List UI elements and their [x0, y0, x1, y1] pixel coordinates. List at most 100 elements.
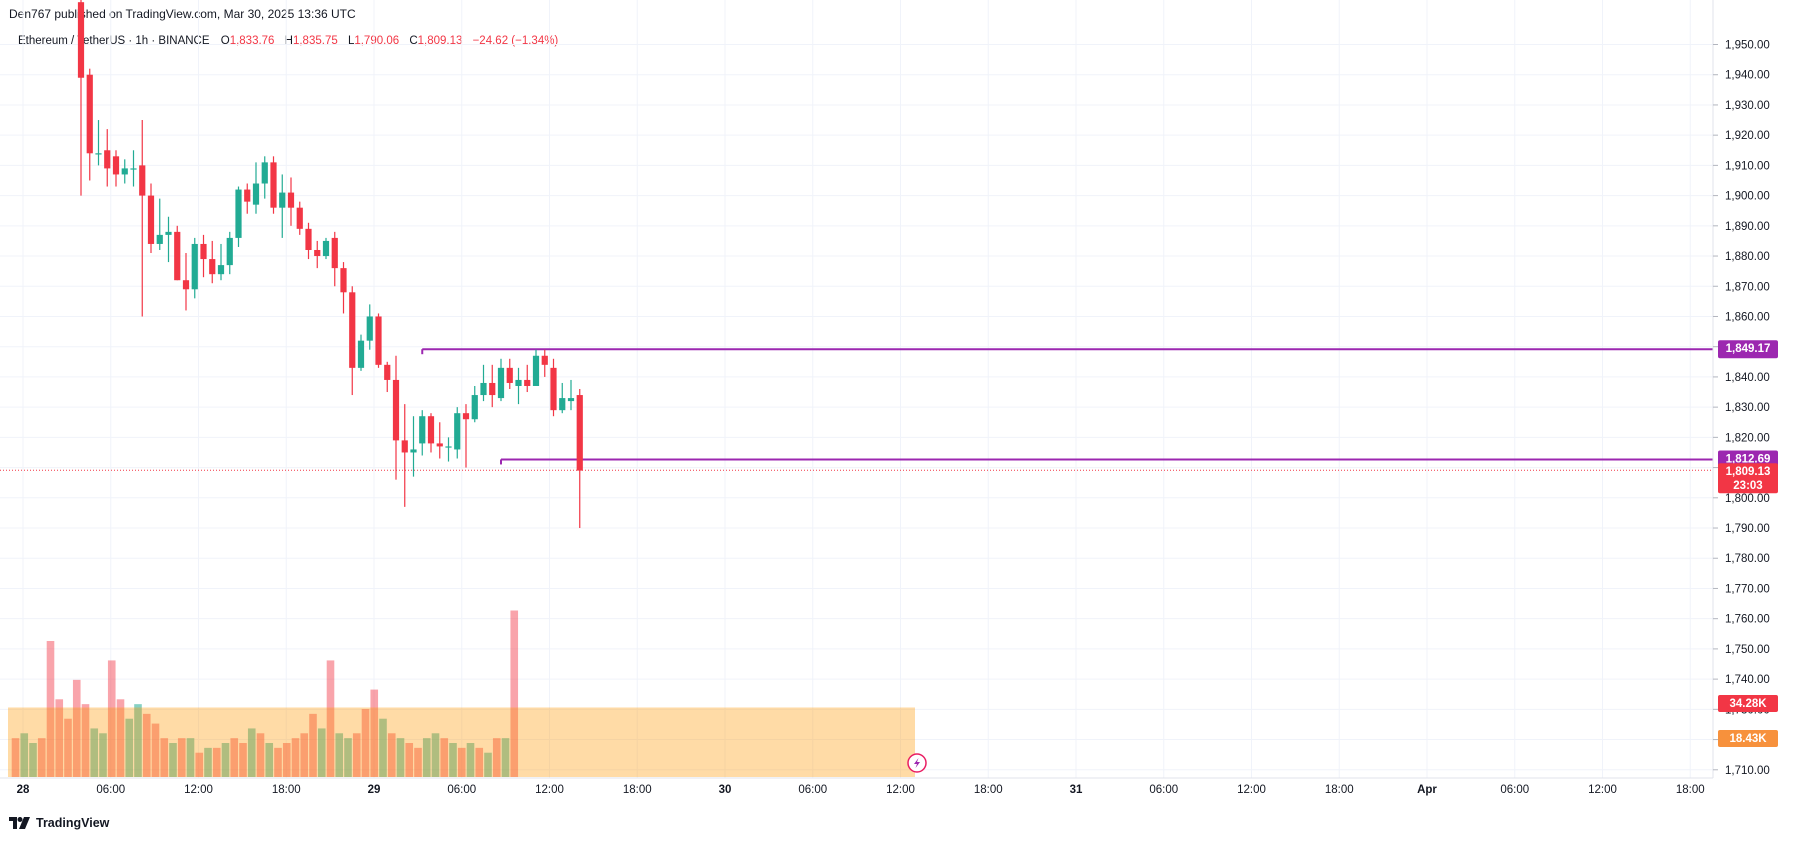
candle	[445, 437, 452, 462]
volume-badge-box	[1718, 695, 1778, 712]
volume-bar	[230, 738, 239, 777]
candle-body	[384, 364, 391, 380]
volume-bar	[177, 738, 186, 777]
last-price-badge-box	[1718, 463, 1778, 494]
candle	[357, 334, 365, 371]
time-tick-label: 06:00	[447, 784, 476, 796]
volume-bar	[239, 743, 247, 777]
price-tick-label: 1,930.00	[1725, 100, 1770, 112]
volume-bar	[484, 752, 492, 777]
candle-body	[445, 446, 452, 448]
volume-bar	[247, 728, 256, 777]
candle	[252, 162, 260, 214]
price-tick-label: 1,830.00	[1725, 402, 1770, 414]
volume-bar	[204, 747, 212, 777]
candle	[86, 68, 93, 181]
time-tick-label: 12:00	[886, 784, 915, 796]
candle-body	[401, 440, 408, 453]
candle-body	[279, 192, 286, 208]
candle	[471, 385, 478, 423]
candle-body	[462, 413, 470, 420]
volume-bar	[90, 728, 99, 777]
time-tick-label: 18:00	[623, 784, 652, 796]
candle-body	[112, 156, 120, 175]
candle-body	[331, 237, 338, 269]
candle-body	[541, 355, 548, 365]
candle-body	[392, 379, 400, 441]
candle	[401, 404, 408, 507]
volume-bar	[125, 718, 134, 777]
candle	[287, 177, 295, 226]
volume-bar	[475, 747, 484, 777]
candle-body	[191, 243, 198, 290]
candle-body	[95, 153, 102, 155]
candle	[375, 313, 382, 368]
candle-body	[200, 243, 207, 260]
volume-bar	[64, 718, 72, 777]
candle-body	[174, 231, 181, 281]
volume-bar	[151, 723, 160, 777]
volume-bar	[274, 747, 282, 777]
volume-bar	[379, 718, 387, 777]
candle-body	[419, 416, 426, 444]
candle	[462, 404, 470, 468]
candle	[226, 231, 233, 275]
candle	[322, 237, 330, 260]
candle	[349, 286, 356, 396]
lightning-icon[interactable]	[907, 753, 927, 773]
volume-bar	[492, 738, 501, 777]
level-high-badge-box	[1718, 340, 1778, 359]
candle-body	[357, 340, 365, 368]
published-header: Den767 published on TradingView.com, Mar…	[9, 7, 356, 21]
candle	[296, 201, 303, 235]
volume-ma-band	[8, 707, 915, 777]
candle-body	[165, 231, 172, 235]
candle	[191, 237, 198, 299]
level-low-badge-text: 1,812.69	[1726, 453, 1771, 465]
price-tick-label: 1,940.00	[1725, 70, 1770, 82]
candle	[244, 183, 251, 214]
candle	[559, 382, 566, 414]
candle	[235, 186, 242, 247]
candle	[112, 150, 120, 187]
candle	[384, 361, 391, 393]
price-tick-label: 1,890.00	[1725, 221, 1770, 233]
candle-body	[427, 416, 435, 444]
candle-body	[471, 395, 478, 420]
candle-body	[559, 398, 566, 411]
time-tick-label: 06:00	[1149, 784, 1178, 796]
time-tick-label: 12:00	[535, 784, 564, 796]
candle-body	[576, 395, 583, 471]
volume-bar	[81, 704, 90, 777]
price-tick-label: 1,900.00	[1725, 191, 1770, 203]
time-tick-label: 18:00	[1676, 784, 1705, 796]
volume-bar	[317, 728, 326, 777]
candle	[427, 413, 435, 453]
candle-body	[77, 2, 85, 78]
candle-body	[209, 259, 216, 275]
volume-bar	[291, 738, 300, 777]
candle-body	[296, 207, 303, 229]
candle	[165, 216, 172, 263]
price-tick-label: 1,880.00	[1725, 251, 1770, 263]
volume-bar	[195, 752, 204, 777]
footer-brand: TradingView	[9, 816, 109, 830]
volume-ma-badge-box	[1718, 730, 1778, 747]
price-tick-label: 1,710.00	[1725, 765, 1770, 777]
volume-bar	[107, 660, 116, 777]
volume-bar	[160, 738, 169, 777]
time-tick-label: 12:00	[184, 784, 213, 796]
candle-body	[156, 234, 163, 244]
chart-grid	[0, 0, 1713, 778]
volume-ma-badge-text: 18.43K	[1729, 733, 1767, 745]
volume-bar	[37, 738, 46, 777]
candle-body	[314, 249, 321, 257]
price-tick-label: 1,770.00	[1725, 583, 1770, 595]
price-tick-label: 1,780.00	[1725, 553, 1770, 565]
volume-ma-badge: 18.43K	[1718, 730, 1778, 747]
price-badges: 1,849.17 1,812.691,809.13 23:03 34.28K 18.43…	[1718, 340, 1778, 747]
volume-bar	[387, 733, 396, 777]
volume-badge-text: 34.28K	[1729, 698, 1767, 710]
candle	[139, 120, 146, 317]
